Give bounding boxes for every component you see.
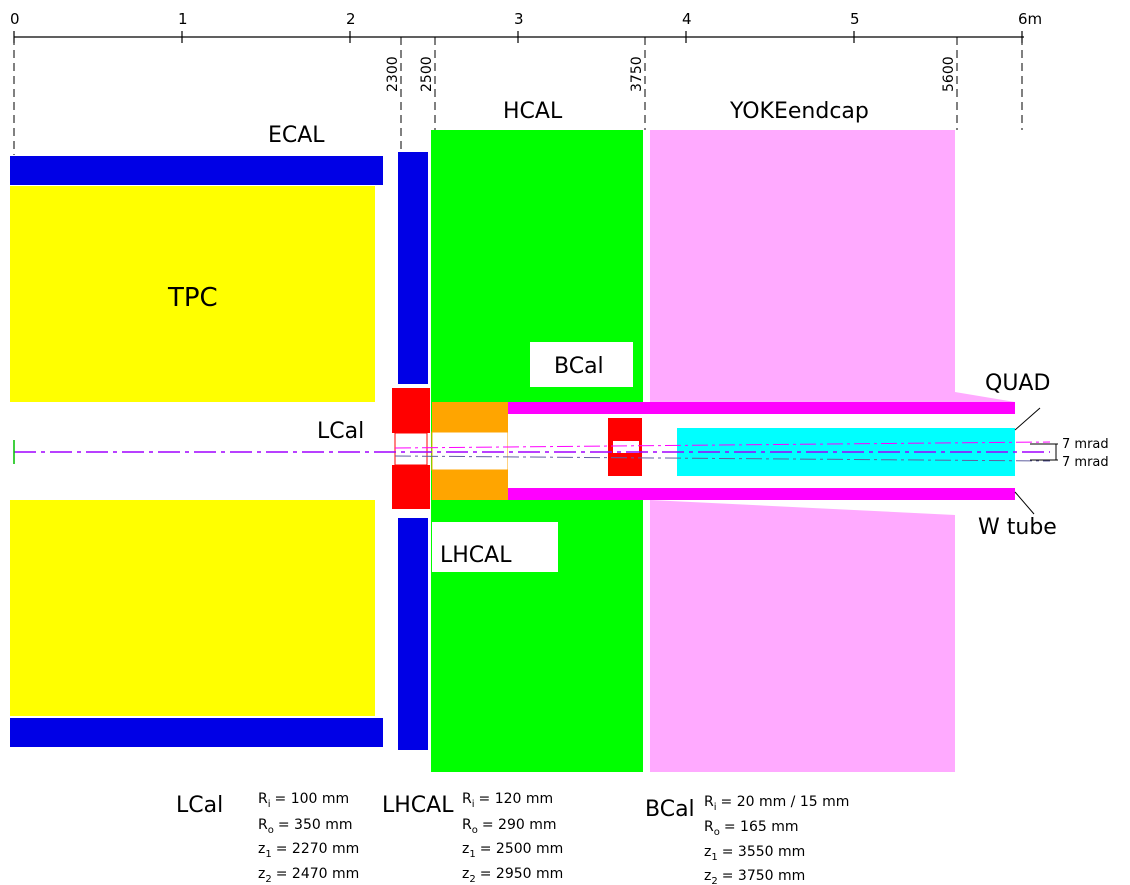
bcal-inner <box>613 441 639 453</box>
scale-label-5: 5 <box>850 10 860 28</box>
ecal-barrel-lower <box>10 718 383 747</box>
bcal-label-box <box>530 342 633 387</box>
lhcal-params: LHCAL Ri = 120 mm Ro = 290 mm z1 = 2500 mm … <box>382 791 563 885</box>
beam-crossing-lower <box>394 455 1051 462</box>
tpc-label: TPC <box>167 283 218 313</box>
quad-label: QUAD <box>985 371 1050 396</box>
lcal-ri: Ri = 100 mm <box>258 791 349 810</box>
ecal-endcap-lower <box>398 518 428 750</box>
scale-label-3: 3 <box>514 10 524 28</box>
scale-label-2: 2 <box>346 10 356 28</box>
lhcal-z2: z2 = 2950 mm <box>462 866 563 885</box>
bcal-params-title: BCal <box>645 797 695 822</box>
quad-pointer <box>1014 407 1041 431</box>
lcal-upper <box>392 388 430 433</box>
mrad-label-lower: 7 mrad <box>1062 455 1109 470</box>
lcal-lower <box>392 465 430 509</box>
lcal-ro: Ro = 350 mm <box>258 817 353 836</box>
top-scale: 0 1 2 3 4 5 6m 2300 2500 3750 5600 <box>10 10 1042 155</box>
scale-label-0: 0 <box>10 10 20 28</box>
lhcal-z1: z1 = 2500 mm <box>462 841 563 860</box>
boundary-label-5600: 5600 <box>941 56 957 92</box>
ecal-barrel-upper <box>10 156 383 185</box>
bcal-label: BCal <box>554 354 604 379</box>
boundary-label-2500: 2500 <box>419 56 435 92</box>
lcal-inner <box>394 432 428 466</box>
tpc-upper <box>10 186 375 402</box>
scale-label-1: 1 <box>178 10 188 28</box>
bcal-z2: z2 = 3750 mm <box>704 868 805 885</box>
lhcal-lower <box>432 470 508 500</box>
lhcal-ro: Ro = 290 mm <box>462 817 557 836</box>
lhcal-label: LHCAL <box>440 543 512 568</box>
lcal-params-title: LCal <box>176 793 223 818</box>
lcal-z1: z1 = 2270 mm <box>258 841 359 860</box>
bcal-ro: Ro = 165 mm <box>704 819 799 838</box>
tpc-lower <box>10 500 375 716</box>
lcal-label: LCal <box>317 419 364 444</box>
lcal-z2: z2 = 2470 mm <box>258 866 359 885</box>
wtube-pointer <box>1014 491 1035 515</box>
lhcal-inner <box>431 431 509 471</box>
bcal-z1: z1 = 3550 mm <box>704 844 805 863</box>
lhcal-upper <box>432 402 508 432</box>
boundary-label-3750: 3750 <box>629 56 645 92</box>
ecal-label: ECAL <box>268 123 325 148</box>
scale-label-4: 4 <box>682 10 692 28</box>
mrad-label-upper: 7 mrad <box>1062 437 1109 452</box>
boundary-label-2300: 2300 <box>385 56 401 92</box>
lhcal-label-box <box>432 522 558 572</box>
yoke-endcap-region-lower <box>650 500 955 772</box>
bcal-params: BCal Ri = 20 mm / 15 mm Ro = 165 mm z1 = 35… <box>645 794 849 885</box>
yoke-endcap-middle <box>650 392 1015 402</box>
w-tube-lower <box>508 488 1015 500</box>
yoke-label: YOKEendcap <box>729 99 869 124</box>
w-tube-upper <box>508 402 1015 414</box>
bcal-ri: Ri = 20 mm / 15 mm <box>704 794 849 813</box>
yoke-endcap-region <box>650 130 955 392</box>
lhcal-params-title: LHCAL <box>382 793 454 818</box>
beam-crossing-upper <box>394 441 1051 449</box>
lhcal-ri: Ri = 120 mm <box>462 791 553 810</box>
wtube-label: W tube <box>978 515 1057 540</box>
lcal-params: LCal Ri = 100 mm Ro = 350 mm z1 = 2270 mm z… <box>176 791 359 885</box>
scale-label-6m: 6m <box>1018 10 1042 28</box>
hcal-label: HCAL <box>503 99 563 124</box>
ecal-endcap-upper <box>398 152 428 384</box>
